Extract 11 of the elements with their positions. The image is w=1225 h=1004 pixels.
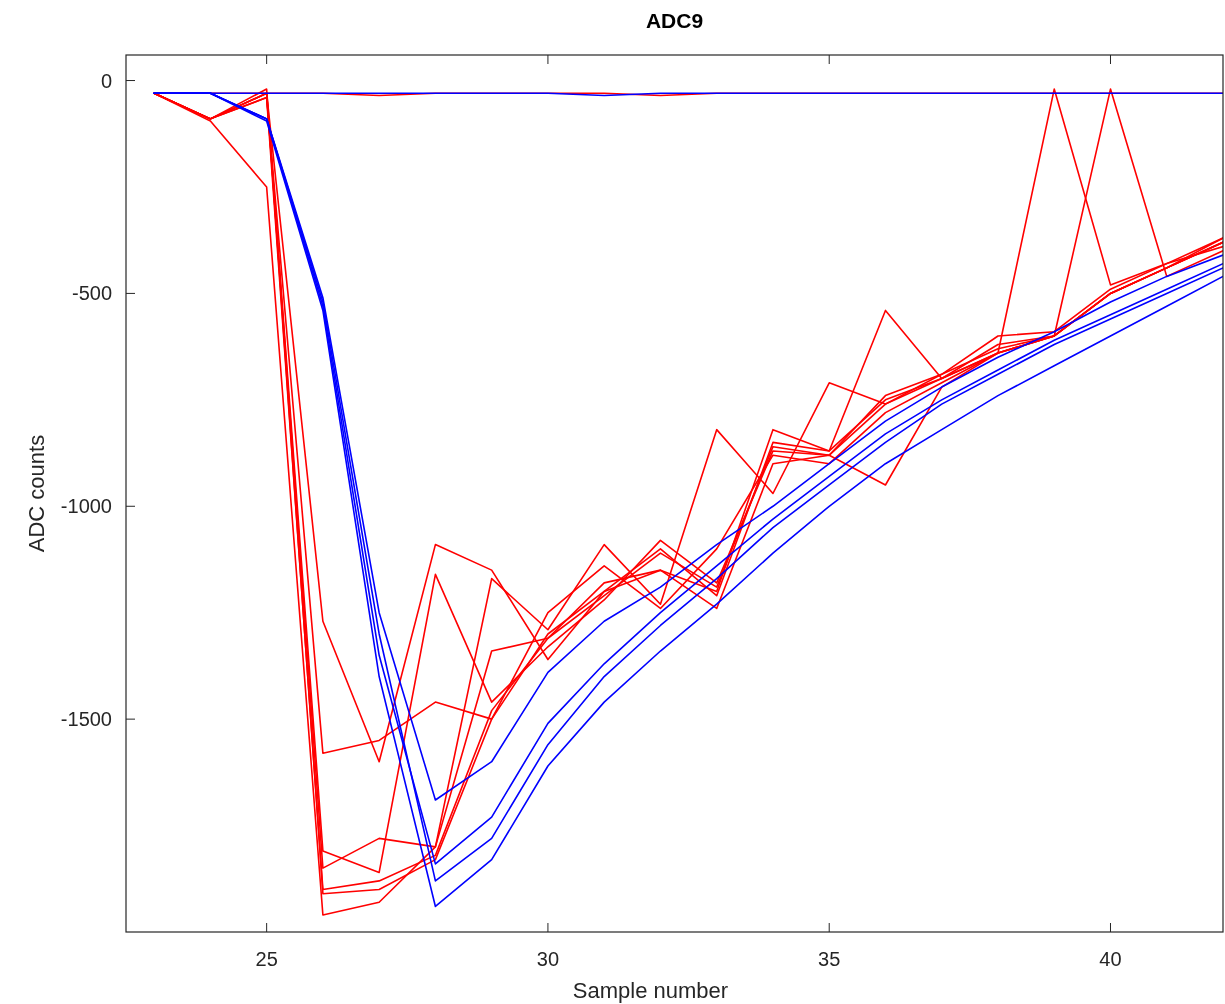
x-axis-title: Sample number	[572, 978, 729, 1003]
y-tick-label: -500	[71, 282, 112, 305]
x-tick-label: 35	[818, 948, 841, 970]
x-tick-label: 25	[255, 948, 278, 970]
y-axis-title: ADC counts	[24, 434, 49, 553]
x-tick-label: 40	[1099, 948, 1122, 970]
y-tick-label: 0	[100, 69, 112, 92]
y-tick-label: -1500	[60, 708, 112, 731]
x-tick-label: 30	[536, 948, 560, 970]
y-tick-label: -1000	[60, 495, 112, 518]
chart-title: ADC9	[645, 9, 704, 32]
